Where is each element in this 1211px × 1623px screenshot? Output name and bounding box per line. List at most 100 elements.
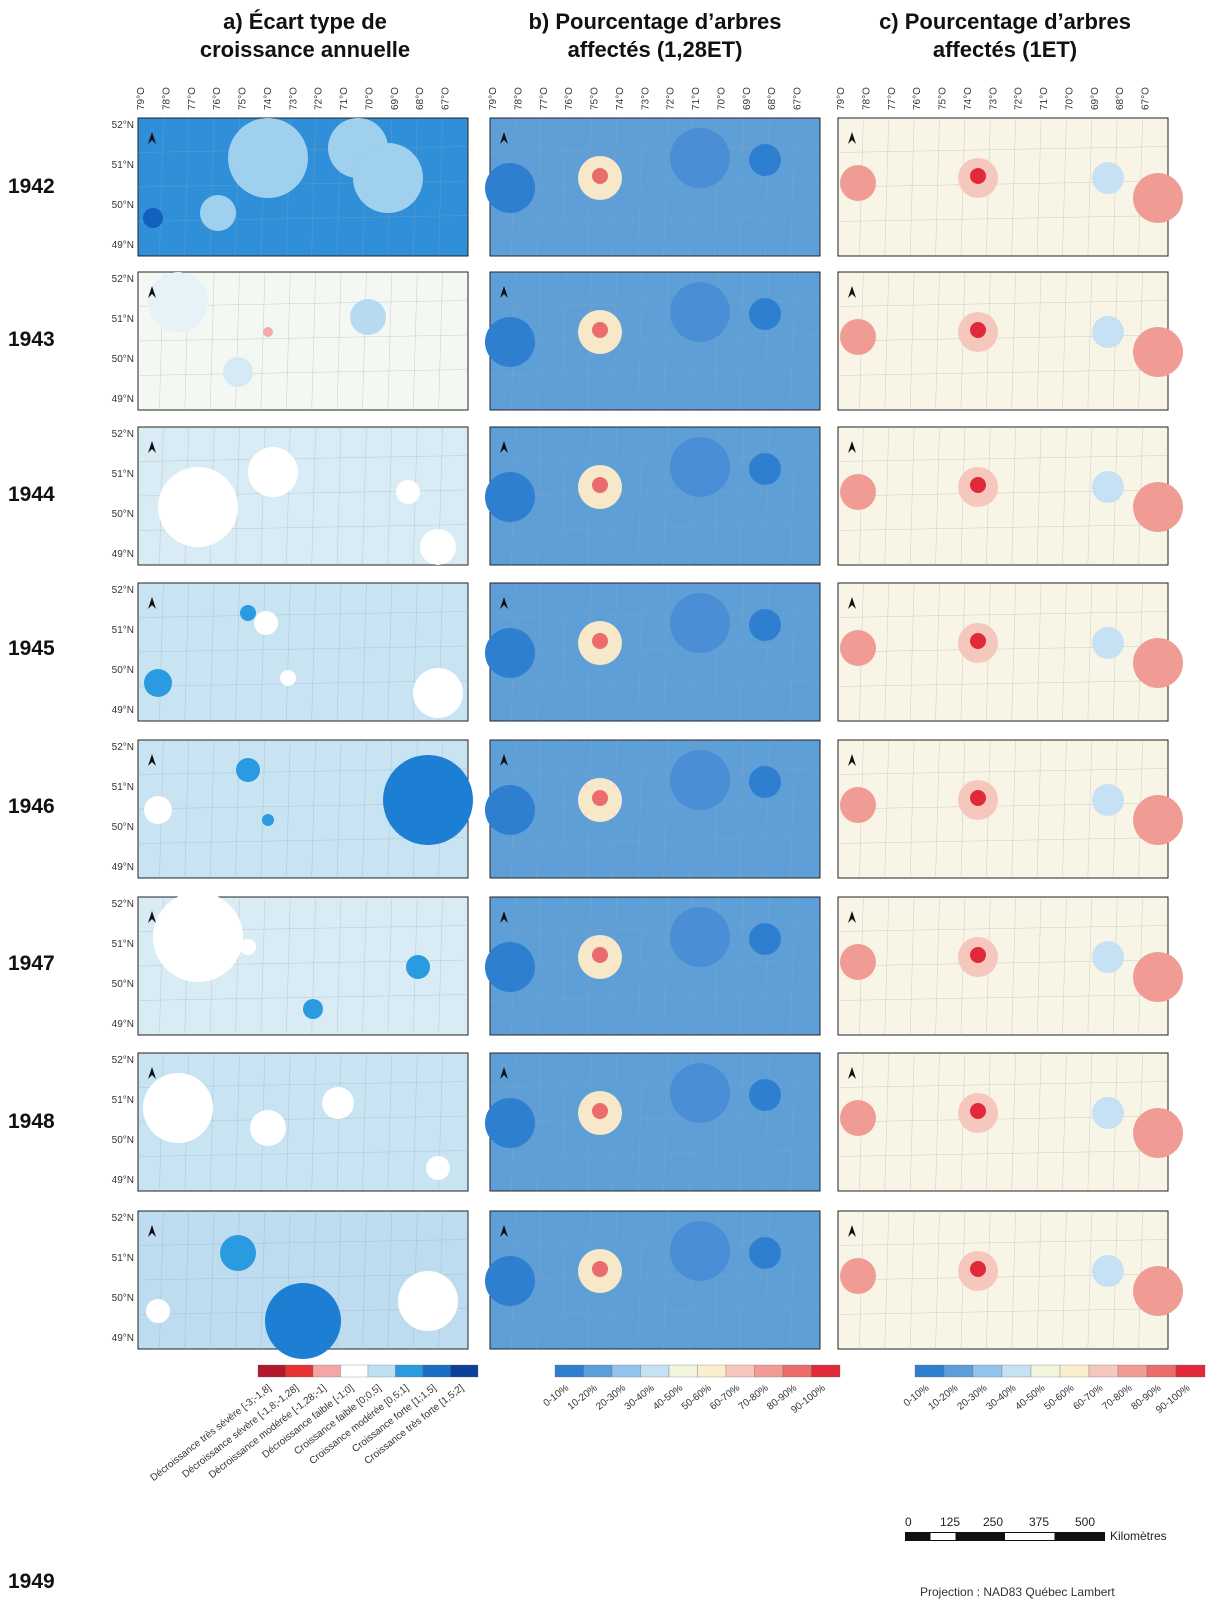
graticule-meridian bbox=[1011, 1052, 1016, 1192]
latitude-label: 51°N bbox=[112, 160, 134, 171]
longitude-label: 72°O bbox=[314, 87, 325, 110]
legend-label: Décroissance sévère [-1,8;-1,28] bbox=[180, 1383, 301, 1481]
graticule-parallel bbox=[837, 215, 1169, 222]
map-blob bbox=[485, 942, 535, 992]
map-blob bbox=[592, 1103, 608, 1119]
longitude-label: 69°O bbox=[390, 87, 401, 110]
legend-swatch bbox=[972, 1364, 1003, 1378]
legend-label: 40-50% bbox=[651, 1383, 685, 1413]
graticule-meridian bbox=[935, 426, 940, 566]
legend-label: 50-60% bbox=[680, 1383, 714, 1413]
map-blob bbox=[1092, 316, 1124, 348]
graticule-meridian bbox=[1062, 426, 1067, 566]
graticule-meridian bbox=[638, 739, 643, 879]
graticule-meridian bbox=[1062, 1210, 1067, 1350]
graticule-meridian bbox=[412, 271, 418, 411]
north-arrow-icon bbox=[848, 286, 856, 298]
longitude-label: 72°O bbox=[1014, 87, 1025, 110]
graticule-parallel bbox=[489, 524, 821, 531]
map-blob bbox=[970, 168, 986, 184]
map-blob bbox=[485, 1098, 535, 1148]
graticule-meridian bbox=[362, 896, 367, 1036]
map-blob bbox=[240, 605, 256, 621]
panel-background bbox=[137, 582, 469, 722]
legend-swatch bbox=[725, 1364, 755, 1378]
graticule-meridian bbox=[764, 117, 770, 257]
map-blob bbox=[1133, 173, 1183, 223]
map-blob bbox=[670, 750, 730, 810]
graticule-meridian bbox=[1011, 271, 1016, 411]
map-blob bbox=[1133, 638, 1183, 688]
graticule-meridian bbox=[935, 739, 940, 879]
map-panel-b-1945 bbox=[485, 582, 821, 722]
map-panel-b-1946 bbox=[485, 739, 821, 879]
latitude-label: 50°N bbox=[112, 665, 134, 676]
legend-swatch bbox=[583, 1364, 613, 1378]
graticule-meridian bbox=[1036, 739, 1042, 879]
graticule-meridian bbox=[739, 1052, 745, 1192]
graticule-parallel bbox=[137, 455, 469, 462]
map-blob bbox=[670, 128, 730, 188]
map-blob bbox=[144, 796, 172, 824]
graticule-meridian bbox=[536, 1210, 542, 1350]
north-arrow-icon bbox=[148, 132, 156, 144]
graticule-meridian bbox=[235, 1052, 240, 1192]
map-panel-b-1949 bbox=[485, 1210, 821, 1350]
latitude-label: 50°N bbox=[112, 1135, 134, 1146]
column-title-b: b) Pourcentage d’arbres affectés (1,28ET… bbox=[528, 9, 782, 62]
map-blob bbox=[223, 357, 253, 387]
panel-background bbox=[489, 426, 821, 566]
graticule-meridian bbox=[412, 1052, 418, 1192]
map-blob bbox=[1092, 162, 1124, 194]
map-panel-a-1945: 52°N 51°N 50°N 49°N bbox=[112, 582, 469, 722]
legend-label: 20-30% bbox=[955, 1383, 989, 1413]
column-title-c: c) Pourcentage d’arbres affectés (1ET) bbox=[879, 9, 1131, 62]
north-arrow-icon bbox=[148, 1225, 156, 1237]
graticule-meridian bbox=[362, 271, 367, 411]
graticule-meridian bbox=[909, 1210, 915, 1350]
graticule-meridian bbox=[909, 117, 915, 257]
graticule-meridian bbox=[1087, 582, 1093, 722]
longitude-label: 78°O bbox=[513, 87, 524, 110]
longitude-label: 76°O bbox=[564, 87, 575, 110]
graticule-meridian bbox=[184, 1210, 190, 1350]
north-arrow-icon bbox=[148, 754, 156, 766]
map-blob bbox=[592, 168, 608, 184]
graticule-meridian bbox=[235, 271, 240, 411]
map-blob bbox=[263, 327, 273, 337]
longitude-label: 73°O bbox=[288, 87, 299, 110]
map-blob bbox=[1092, 784, 1124, 816]
longitude-label: 71°O bbox=[691, 87, 702, 110]
legend-swatch bbox=[395, 1364, 424, 1378]
latitude-label: 49°N bbox=[112, 1333, 134, 1344]
longitude-label: 69°O bbox=[742, 87, 753, 110]
map-blob bbox=[396, 480, 420, 504]
graticule-meridian bbox=[884, 896, 890, 1036]
graticule-parallel bbox=[137, 1150, 469, 1157]
north-arrow-icon bbox=[500, 597, 508, 609]
graticule-meridian bbox=[663, 271, 668, 411]
graticule-meridian bbox=[561, 1052, 567, 1192]
map-blob bbox=[840, 165, 876, 201]
map-panel-c-1944 bbox=[837, 426, 1183, 566]
graticule-meridian bbox=[739, 739, 745, 879]
map-panel-a-1946: 52°N 51°N 50°N 49°N bbox=[112, 739, 473, 879]
map-blob bbox=[383, 755, 473, 845]
longitude-label: 77°O bbox=[887, 87, 898, 110]
legend-label: 30-40% bbox=[623, 1383, 657, 1413]
map-blob bbox=[322, 1087, 354, 1119]
legend-growth: Décroissance très sévère [-3;-1,8]Décroi… bbox=[149, 1364, 479, 1484]
graticule-parallel bbox=[489, 1308, 821, 1315]
longitude-label: 75°O bbox=[238, 87, 249, 110]
graticule-meridian bbox=[1087, 271, 1093, 411]
map-blob bbox=[749, 298, 781, 330]
longitude-label: 71°O bbox=[1039, 87, 1050, 110]
legend-label: Décroissance modérée [-1,28;-1] bbox=[207, 1383, 329, 1481]
legend-swatch bbox=[811, 1364, 841, 1378]
graticule-meridian bbox=[209, 117, 215, 257]
graticule-meridian bbox=[790, 896, 795, 1036]
north-arrow-icon bbox=[848, 1225, 856, 1237]
map-panel-a-1949: 52°N 51°N 50°N 49°N bbox=[112, 1210, 469, 1359]
graticule-meridian bbox=[739, 1210, 745, 1350]
map-blob bbox=[485, 628, 535, 678]
